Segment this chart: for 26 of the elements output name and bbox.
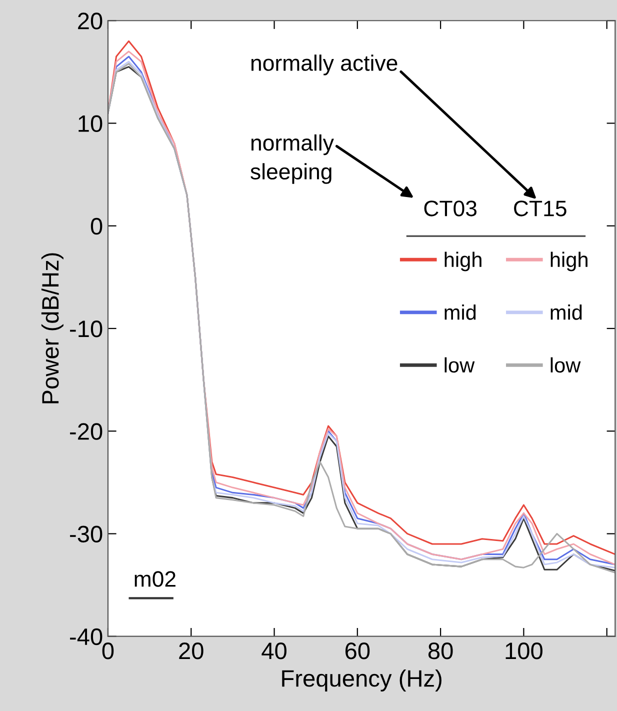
legend-label: low <box>550 357 581 373</box>
legend-label: high <box>550 252 588 272</box>
x-tick-label: 80 <box>428 642 453 660</box>
legend-label: high <box>444 252 482 272</box>
x-tick-label: 0 <box>102 642 114 660</box>
y-axis-title: Power (dB/Hz) <box>41 253 64 404</box>
legend-label: mid <box>550 304 582 320</box>
x-axis-title: Frequency (Hz) <box>282 669 442 692</box>
annotation: m02 <box>134 571 176 587</box>
x-tick-label: 40 <box>262 642 286 660</box>
annotation: normally active <box>251 54 398 76</box>
y-tick-label: 10 <box>78 115 102 132</box>
y-tick-label: -30 <box>70 526 102 543</box>
legend-label: mid <box>444 304 476 320</box>
annotation: normally sleeping <box>250 134 334 184</box>
annotation: CT03 <box>424 200 477 216</box>
y-tick-label: -20 <box>70 423 102 440</box>
y-tick-label: 20 <box>78 12 102 30</box>
x-tick-label: 60 <box>345 642 370 660</box>
x-tick-label: 100 <box>506 642 542 660</box>
y-tick-label: -10 <box>70 320 102 338</box>
legend-label: low <box>444 357 475 373</box>
y-tick-label: 0 <box>90 218 102 235</box>
y-tick-label: -40 <box>70 628 102 646</box>
x-tick-label: 20 <box>179 642 204 660</box>
annotation: CT15 <box>514 200 566 216</box>
